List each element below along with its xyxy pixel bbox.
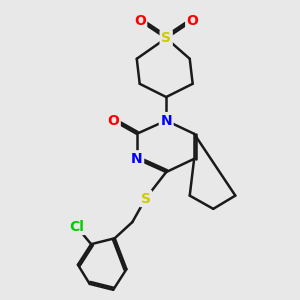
Text: S: S [161, 31, 171, 45]
Text: N: N [160, 114, 172, 128]
Text: O: O [187, 14, 199, 28]
Text: N: N [131, 152, 142, 166]
Text: S: S [141, 192, 151, 206]
Text: O: O [134, 14, 146, 28]
Text: O: O [107, 114, 119, 128]
Text: Cl: Cl [69, 220, 84, 233]
